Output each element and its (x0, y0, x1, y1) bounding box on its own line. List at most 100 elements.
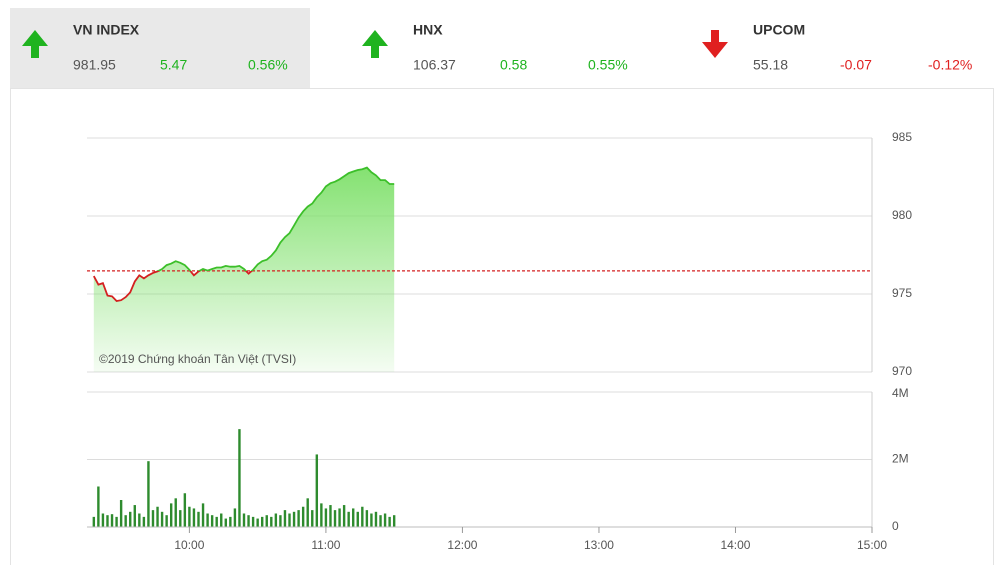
y-tick-label: 980 (892, 208, 912, 222)
volume-bar (247, 515, 250, 527)
index-name: VN INDEX (73, 22, 140, 38)
index-value: 981.95 (73, 57, 116, 73)
volume-bar (383, 513, 387, 527)
volume-bar (92, 516, 96, 527)
y-tick-label: 970 (892, 364, 912, 378)
volume-bar (356, 511, 359, 527)
volume-bar (251, 516, 255, 527)
x-tick-label: 10:00 (174, 538, 204, 552)
volume-bar (338, 508, 341, 527)
volume-bar (210, 515, 214, 527)
volume-bar (156, 506, 159, 527)
volume-bar (274, 513, 278, 527)
volume-bar (106, 515, 109, 527)
volume-bar (333, 510, 337, 527)
up-arrow (362, 30, 388, 58)
volume-bar (179, 510, 182, 527)
volume-bar (261, 516, 264, 527)
volume-bar (215, 516, 218, 527)
volume-bar (292, 511, 296, 527)
x-tick-label: 12:00 (447, 538, 477, 552)
x-tick-label: 13:00 (584, 538, 614, 552)
volume-bar (233, 508, 237, 527)
volume-bar (220, 513, 223, 527)
volume-bar (347, 511, 350, 527)
volume-bar (115, 516, 118, 527)
down-arrow (702, 30, 728, 58)
volume-bar (288, 513, 291, 527)
volume-bar (119, 500, 123, 527)
volume-bar (142, 516, 146, 527)
volume-bar (224, 518, 227, 527)
price-line (93, 166, 395, 302)
index-pct: 0.55% (588, 57, 628, 73)
index-value: 106.37 (413, 57, 456, 73)
y-tick-label: 2M (892, 452, 909, 466)
y-tick-label: 985 (892, 130, 912, 144)
index-pct: 0.56% (248, 57, 288, 73)
volume-bar (151, 510, 155, 527)
volume-bar (256, 518, 259, 527)
volume-bar (165, 515, 168, 527)
volume-bar (388, 516, 391, 527)
volume-bar (279, 515, 282, 527)
index-pct: -0.12% (928, 57, 972, 73)
y-tick-label: 0 (892, 519, 899, 533)
index-value: 55.18 (753, 57, 788, 73)
volume-bar (160, 511, 164, 527)
volume-bar (352, 508, 355, 527)
volume-bar (101, 513, 105, 527)
volume-bar (374, 511, 378, 527)
chart-panel (10, 88, 994, 565)
volume-bar (183, 493, 187, 527)
volume-bar (379, 515, 382, 527)
volume-bar (270, 516, 273, 527)
volume-bar (238, 429, 241, 527)
volume-bar (169, 503, 173, 527)
y-tick-label: 4M (892, 386, 909, 400)
volume-bar (97, 486, 100, 527)
volume-bar (133, 505, 136, 527)
y-tick-label: 975 (892, 286, 912, 300)
volume-bar (306, 498, 309, 527)
volume-bar (174, 498, 177, 527)
volume-bar (124, 515, 127, 527)
volume-bar (297, 510, 300, 527)
volume-bar (315, 454, 319, 527)
index-name: UPCOM (753, 22, 805, 38)
active-tab[interactable] (10, 8, 310, 88)
volume-bar (265, 515, 268, 527)
volume-bar (365, 510, 369, 527)
volume-bar (138, 513, 141, 527)
volume-bar (242, 513, 246, 527)
volume-bar (206, 513, 209, 527)
x-tick-label: 11:00 (311, 538, 340, 552)
index-change: 0.58 (500, 57, 527, 73)
up-arrow (22, 30, 48, 58)
volume-bar (311, 510, 314, 527)
volume-bar (229, 516, 232, 527)
volume-bar (188, 506, 191, 527)
volume-bar (192, 508, 196, 527)
volume-bar (147, 461, 150, 527)
volume-bar (110, 514, 114, 527)
x-tick-label: 14:00 (720, 538, 750, 552)
volume-bar (201, 503, 205, 527)
volume-bar (392, 515, 396, 527)
index-name: HNX (413, 22, 443, 38)
volume-bar (129, 511, 132, 527)
x-tick-label: 15:00 (857, 538, 887, 552)
volume-bar (324, 508, 328, 527)
volume-bar (361, 506, 364, 527)
copyright: ©2019 Chứng khoán Tân Việt (TVSI) (99, 352, 296, 366)
volume-bar (197, 511, 200, 527)
volume-bar (370, 513, 373, 527)
volume-bar (301, 506, 305, 527)
volume-bar (283, 510, 287, 527)
volume-bar (320, 503, 323, 527)
volume-bar (329, 505, 332, 527)
index-change: -0.07 (840, 57, 872, 73)
index-change: 5.47 (160, 57, 187, 73)
volume-bar (342, 505, 346, 527)
